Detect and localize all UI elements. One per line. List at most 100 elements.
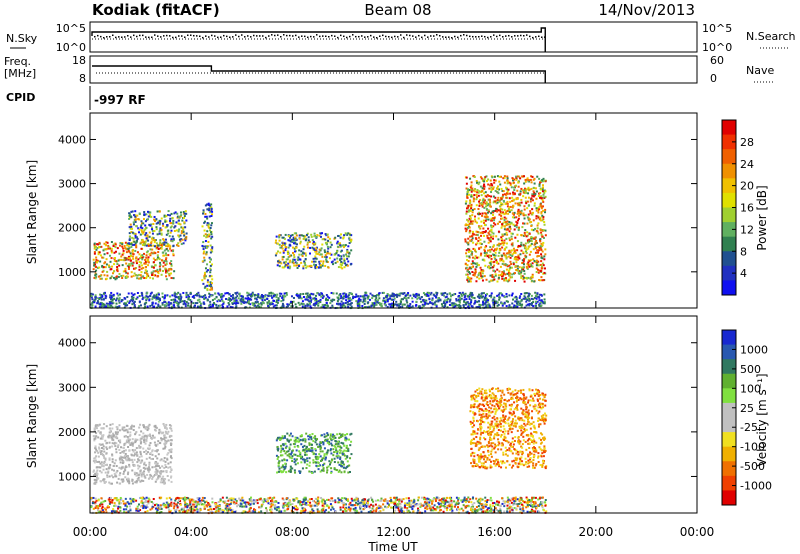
power-cell <box>484 216 487 219</box>
velocity-cell <box>112 434 115 437</box>
power-cell <box>514 306 517 309</box>
power-cell <box>510 249 513 252</box>
power-cell <box>532 305 535 308</box>
power-cell <box>346 295 349 298</box>
power-cell <box>281 241 284 244</box>
power-cell <box>164 226 167 229</box>
velocity-cell <box>158 470 161 473</box>
power-cell <box>469 209 472 212</box>
power-cell <box>104 266 107 269</box>
power-cell <box>531 175 534 178</box>
power-cell <box>303 245 306 248</box>
power-cell <box>235 305 238 308</box>
power-cell <box>512 247 515 250</box>
power-cell <box>300 234 303 237</box>
power-cell <box>457 295 460 298</box>
velocity-cell <box>165 423 168 426</box>
power-cell <box>208 295 211 298</box>
power-cell <box>153 239 156 242</box>
power-cell <box>187 294 190 297</box>
velocity-cell <box>108 431 111 434</box>
power-cell <box>315 247 318 250</box>
power-cell <box>471 251 474 254</box>
velocity-cell <box>329 436 332 439</box>
power-cell <box>116 268 119 271</box>
power-cell <box>373 304 376 307</box>
power-cell <box>542 177 545 180</box>
power-cell <box>512 263 515 266</box>
power-cell <box>520 298 523 301</box>
power-cell <box>532 229 535 232</box>
power-cell <box>210 224 213 227</box>
velocity-cell <box>164 445 167 448</box>
nsky-dot <box>262 35 264 37</box>
power-cell <box>246 297 249 300</box>
power-cell <box>336 242 339 245</box>
power-cell <box>206 284 209 287</box>
power-cell <box>535 207 538 210</box>
power-cell <box>398 304 401 307</box>
power-cell <box>150 215 153 218</box>
power-cell <box>121 298 124 301</box>
power-cell <box>466 270 469 273</box>
power-cell <box>349 233 352 236</box>
power-cell <box>541 214 544 217</box>
power-cell <box>346 264 349 267</box>
velocity-cell <box>117 444 120 447</box>
power-cell <box>268 292 271 295</box>
power-cell <box>276 301 279 304</box>
power-cell <box>534 237 537 240</box>
power-cell <box>476 196 479 199</box>
velocity-cell <box>307 438 310 441</box>
power-cell <box>505 228 508 231</box>
velocity-cell <box>143 463 146 466</box>
power-cell <box>510 238 513 241</box>
nsky-dot <box>490 36 492 38</box>
velocity-cell <box>110 482 113 485</box>
power-cell <box>153 218 156 221</box>
power-cell <box>501 274 504 277</box>
power-cell <box>255 305 258 308</box>
power-cell <box>425 294 428 297</box>
velocity-cell <box>147 434 150 437</box>
velocity-cell <box>145 440 148 443</box>
power-cell <box>503 213 506 216</box>
power-cell <box>542 218 545 221</box>
velocity-cell <box>98 447 101 450</box>
power-cell <box>155 226 158 229</box>
power-cell <box>159 228 162 231</box>
power-cell <box>339 258 342 261</box>
power-cell <box>392 298 395 301</box>
power-cell <box>96 261 99 264</box>
power-cell <box>520 201 523 204</box>
power-cell <box>260 303 263 306</box>
power-cell <box>102 256 105 259</box>
power-cell <box>171 305 174 308</box>
power-cell <box>525 265 528 268</box>
power-cell <box>332 292 335 295</box>
power-cell <box>110 304 113 307</box>
power-cell <box>169 226 172 229</box>
power-cell <box>528 304 531 307</box>
nsky-dot <box>373 36 375 38</box>
power-cell <box>106 241 109 244</box>
power-cell <box>509 182 512 185</box>
nsky-left-tick-top: 10^5 <box>56 22 86 35</box>
power-cell <box>529 250 532 253</box>
velocity-cell <box>122 472 125 475</box>
velocity-cell <box>103 423 106 426</box>
power-cell <box>543 221 546 224</box>
power-cell <box>488 249 491 252</box>
velocity-cell <box>163 466 166 469</box>
power-cell <box>177 222 180 225</box>
power-cell <box>386 305 389 308</box>
power-cell <box>534 300 537 303</box>
power-cell <box>528 232 531 235</box>
power-cell <box>313 248 316 251</box>
power-cell <box>179 234 182 237</box>
power-cell <box>145 277 148 280</box>
power-cell <box>206 287 209 290</box>
power-cell <box>178 238 181 241</box>
power-cell <box>446 299 449 302</box>
power-cell <box>515 176 518 179</box>
